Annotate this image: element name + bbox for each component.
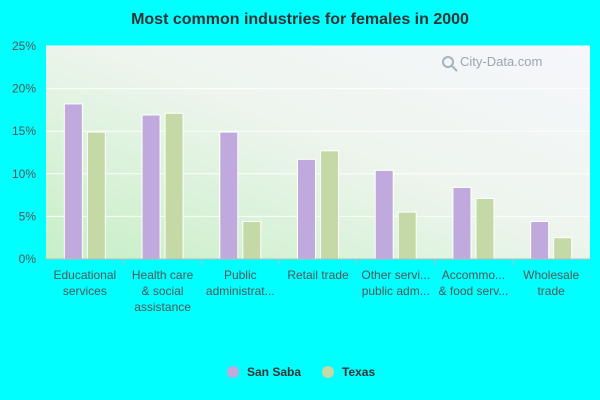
x-tick-label: Other servi... public adm...	[361, 268, 430, 298]
y-tick-label: 0%	[19, 252, 37, 266]
y-tick-label: 15%	[12, 124, 36, 138]
x-axis: Educational services Health care & social as…	[46, 258, 590, 314]
bar-san-saba	[63, 103, 83, 260]
bar-texas	[86, 131, 106, 260]
x-tick-label: Educational services	[53, 268, 116, 298]
bar-san-saba	[374, 169, 394, 260]
legend-swatch	[322, 366, 334, 378]
watermark: City-Data.com	[442, 54, 542, 72]
x-tick-label: Health care & social assistance	[132, 268, 194, 314]
watermark-search-icon-handle	[451, 65, 458, 72]
x-tick-label-line: & social	[142, 284, 184, 298]
bar-texas	[553, 237, 573, 260]
bar-san-saba	[452, 186, 472, 260]
bar-texas	[397, 211, 417, 260]
chart-title: Most common industries for females in 20…	[131, 11, 469, 28]
x-tick-label-line: Accommo...	[442, 268, 505, 282]
x-tick-label-line: Public	[224, 268, 257, 282]
y-tick-label: 25%	[12, 39, 36, 53]
x-tick-label-line: Retail trade	[287, 268, 349, 282]
x-tick-label: Retail trade	[287, 268, 349, 282]
legend-label: San Saba	[247, 365, 301, 379]
x-tick-label-line: trade	[537, 284, 565, 298]
watermark-text: City-Data.com	[460, 54, 542, 69]
bar-san-saba	[297, 158, 316, 260]
y-axis: 0% 5% 10% 15% 20% 25%	[12, 39, 36, 266]
x-tick-label: Wholesale trade	[523, 268, 579, 298]
x-tick-label-line: services	[63, 284, 107, 298]
x-tick-label: Public administrat...	[206, 268, 275, 298]
watermark-search-icon	[442, 56, 454, 68]
legend-swatch	[227, 366, 239, 378]
bar-san-saba	[530, 221, 550, 260]
legend: San Saba Texas	[227, 365, 375, 379]
x-tick-label-line: & food serv...	[439, 284, 509, 298]
gridlines	[46, 45, 590, 217]
x-tick-label-line: public adm...	[362, 284, 430, 298]
y-tick-label: 20%	[12, 82, 36, 96]
x-tick-label-line: Other servi...	[361, 268, 430, 282]
y-tick-label: 10%	[12, 167, 36, 181]
legend-label: Texas	[342, 365, 375, 379]
y-tick-label: 5%	[19, 209, 37, 223]
bar-texas	[242, 221, 262, 260]
bar-san-saba	[141, 114, 161, 260]
x-tick-label: Accommo... & food serv...	[439, 268, 509, 298]
plot-area	[46, 46, 590, 259]
bar-texas	[475, 198, 495, 260]
bar-san-saba	[219, 131, 239, 260]
x-tick-label-line: Educational	[53, 268, 116, 282]
x-tick-label-line: Health care	[132, 268, 194, 282]
x-tick-label-line: assistance	[134, 300, 191, 314]
x-tick-label-line: administrat...	[206, 284, 275, 298]
x-tick-label-line: Wholesale	[523, 268, 579, 282]
bar-texas	[164, 112, 184, 260]
bar-texas	[320, 150, 339, 260]
